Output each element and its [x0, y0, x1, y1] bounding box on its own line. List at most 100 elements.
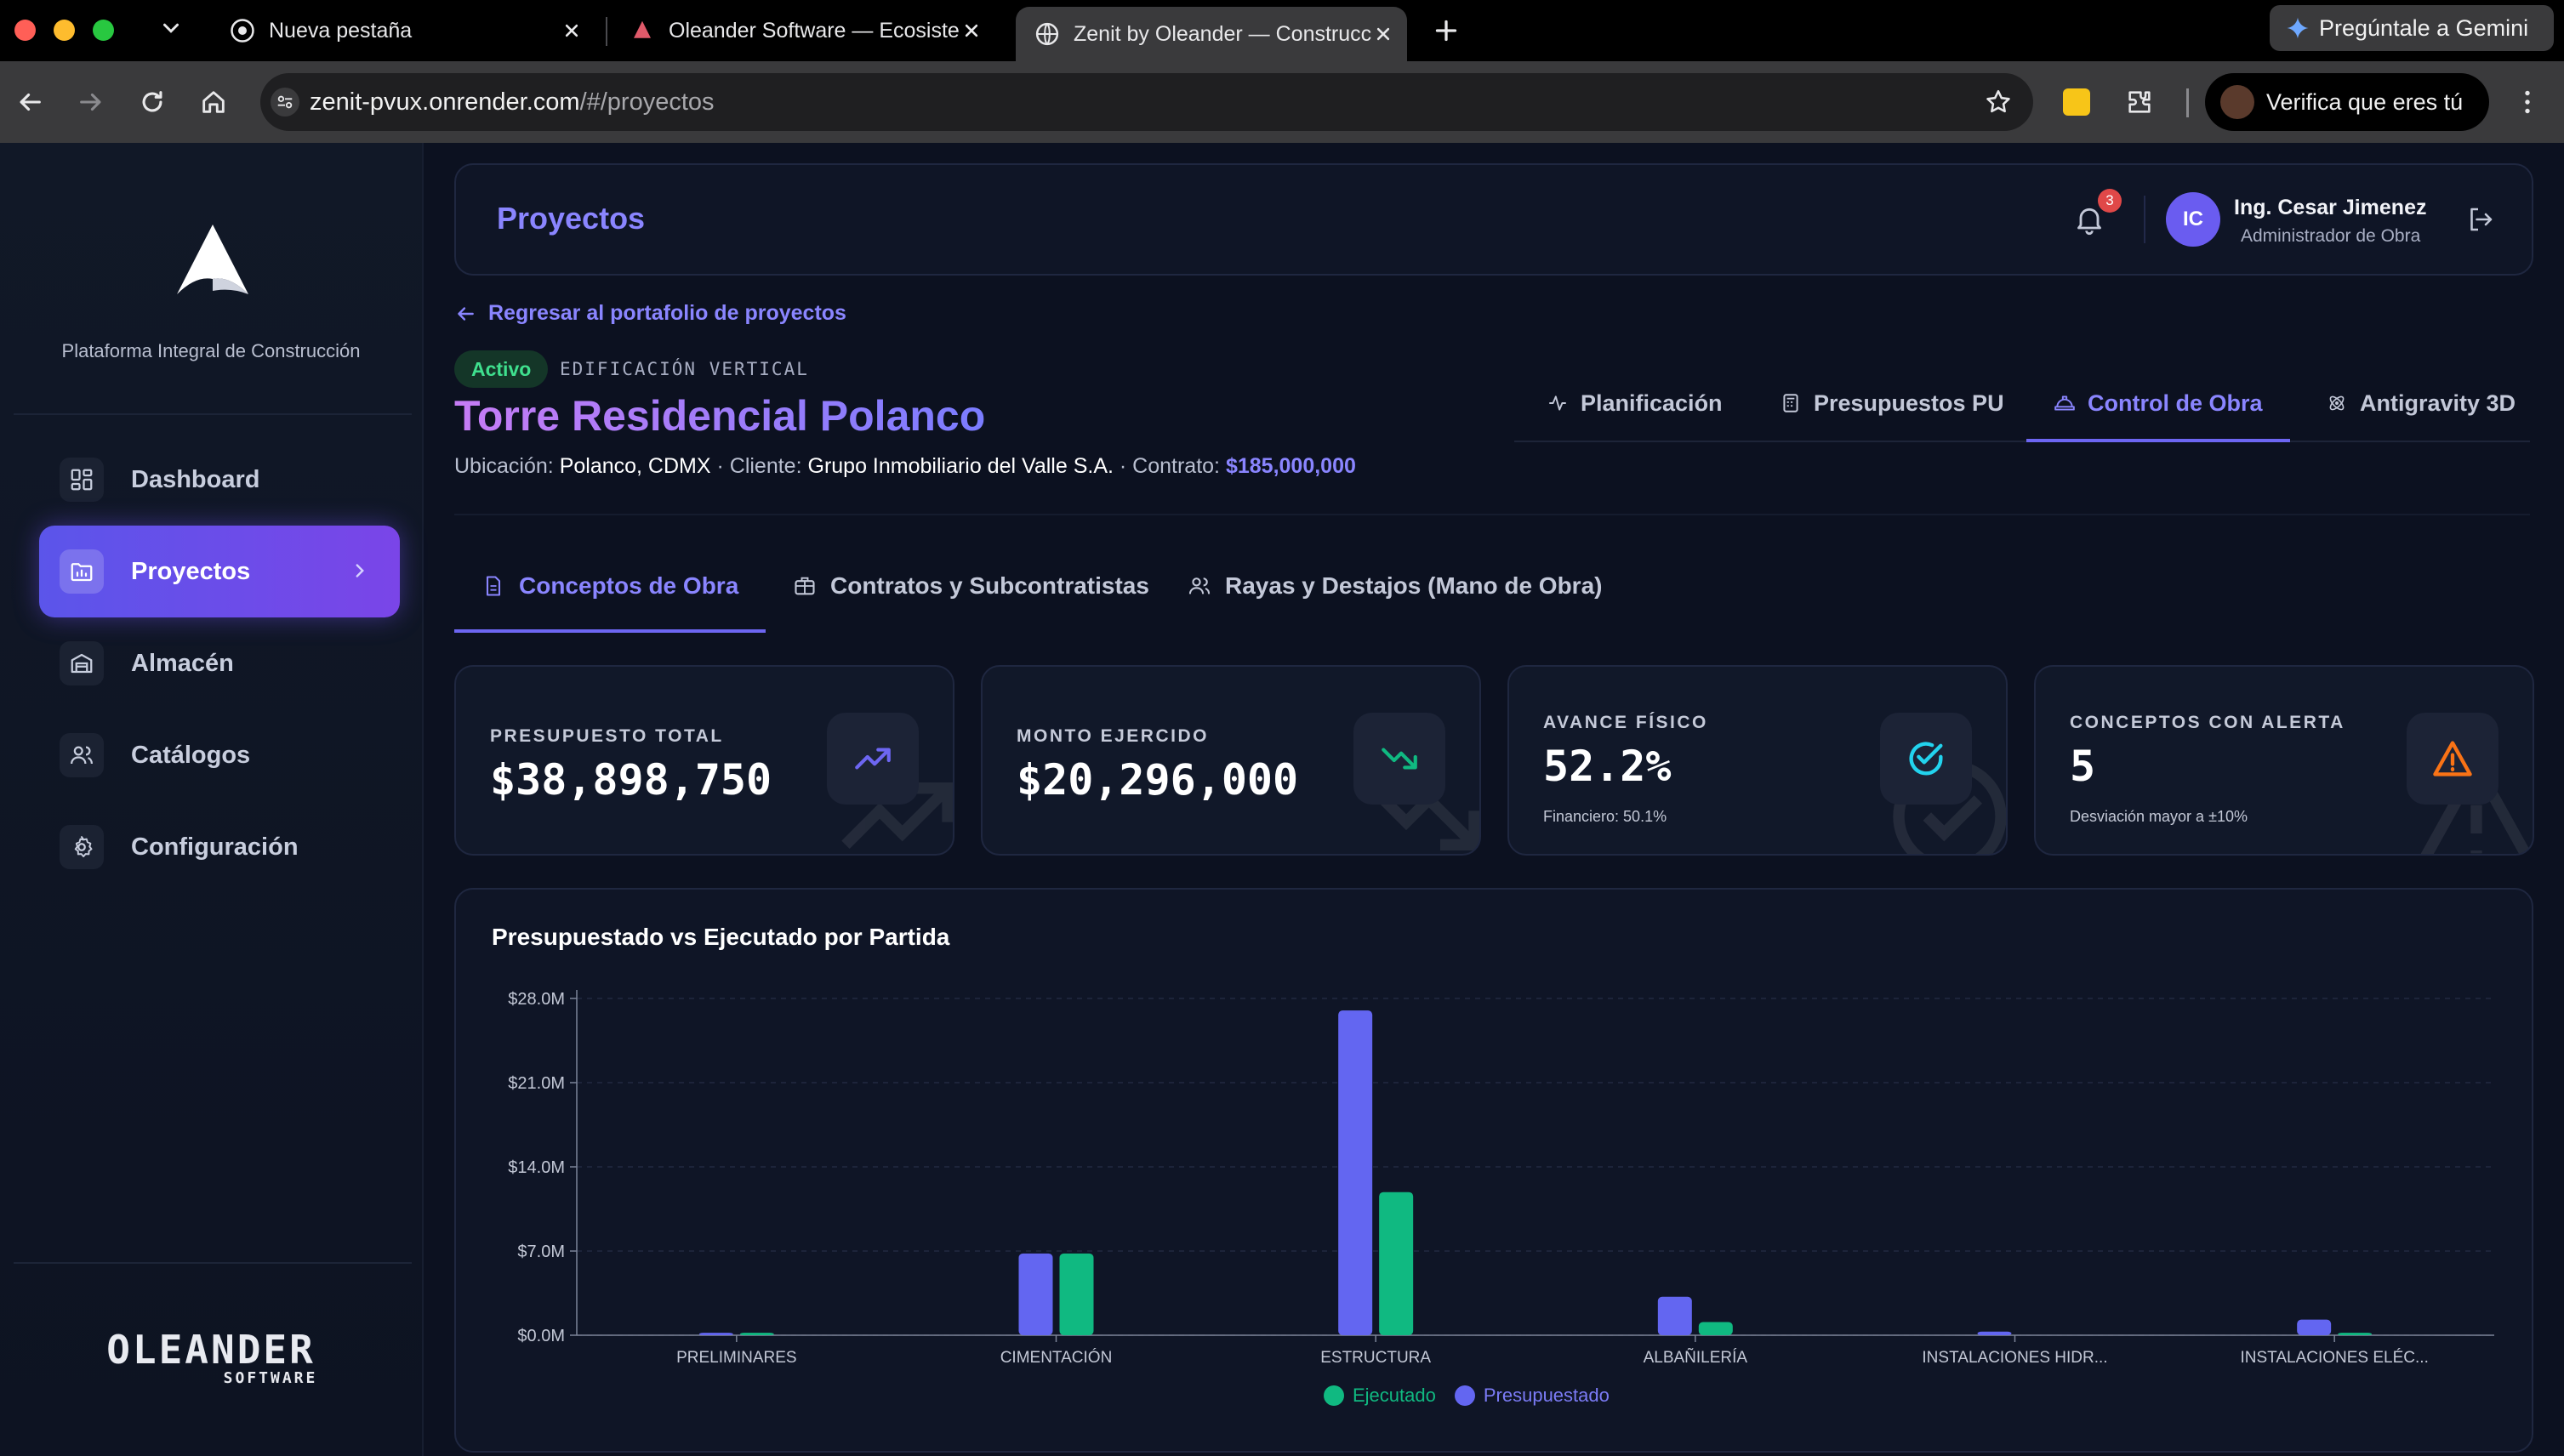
y-tick-label: $7.0M — [517, 1243, 565, 1261]
sidebar-divider — [14, 413, 412, 415]
stat-subtext: Desviación mayor a ±10% — [2070, 808, 2248, 825]
globe-icon — [1034, 21, 1060, 47]
tab-planificacion[interactable]: Planificación — [1540, 367, 1729, 439]
tab-rayas-destajos[interactable]: Rayas y Destajos (Mano de Obra) — [1181, 543, 1609, 629]
stat-value: $20,296,000 — [1017, 755, 1299, 805]
oleander-brand-logo: OLEANDER SOFTWARE — [0, 1327, 422, 1387]
tab-close-icon[interactable] — [560, 19, 584, 43]
back-to-portfolio-link[interactable]: Regresar al portafolio de proyectos — [454, 301, 846, 326]
location-label: Ubicación: — [454, 454, 554, 478]
sidebar-item-catalogos[interactable]: Catálogos — [39, 709, 400, 801]
legend-item-presupuestado[interactable]: Presupuestado — [1454, 1385, 1610, 1407]
notification-count-badge: 3 — [2098, 189, 2122, 213]
sub-tabs: Conceptos de Obra Contratos y Subcontrat… — [454, 543, 2530, 633]
app-root: Plataforma Integral de Construcción Dash… — [0, 143, 2564, 1456]
x-tick-label: CIMENTACIÓN — [1000, 1348, 1113, 1367]
brand-main: OLEANDER — [106, 1327, 316, 1373]
reload-icon[interactable] — [138, 88, 167, 117]
window-close-button[interactable] — [14, 20, 36, 41]
bar-presupuestado — [1657, 1296, 1692, 1335]
sidebar-item-dashboard[interactable]: Dashboard — [39, 434, 400, 526]
address-bar[interactable]: zenit-pvux.onrender.com/#/proyectos — [260, 73, 2033, 131]
header-divider — [2144, 196, 2145, 243]
tab-label: Contratos y Subcontratistas — [830, 572, 1149, 599]
tab-contratos-subcontratistas[interactable]: Contratos y Subcontratistas — [786, 543, 1156, 629]
client-label: · Cliente: — [716, 454, 802, 478]
briefcase-icon — [793, 574, 817, 598]
alert-triangle-watermark-icon — [2408, 748, 2533, 854]
notification-bell-icon[interactable] — [2072, 202, 2106, 236]
y-tick-label: $28.0M — [508, 990, 565, 1009]
site-settings-icon[interactable] — [271, 88, 299, 117]
extension-keep-icon[interactable] — [2063, 88, 2090, 116]
stat-value: 5 — [2070, 742, 2096, 791]
legend-swatch — [1324, 1385, 1344, 1406]
sidebar-item-configuracion[interactable]: Configuración — [39, 801, 400, 893]
legend-swatch — [1454, 1385, 1475, 1406]
back-arrow-icon[interactable] — [15, 88, 44, 117]
sidebar-item-label: Proyectos — [131, 557, 251, 585]
tab-search-chevron-down-icon[interactable] — [158, 15, 184, 41]
chrome-icon — [230, 18, 255, 43]
legend-item-ejecutado[interactable]: Ejecutado — [1324, 1385, 1436, 1407]
zenit-logo-icon — [170, 219, 255, 304]
bar-presupuestado — [1977, 1331, 2012, 1335]
trending-up-icon — [827, 713, 919, 805]
stat-card-presupuesto-total: PRESUPUESTO TOTAL $38,898,750 — [454, 665, 954, 856]
x-tick-label: INSTALACIONES HIDR... — [1922, 1349, 2107, 1367]
calculator-icon — [1780, 392, 1802, 414]
window-maximize-button[interactable] — [93, 20, 114, 41]
browser-tab-oleander[interactable]: Oleander Software — Ecosistema — [611, 7, 995, 54]
project-category: EDIFICACIÓN VERTICAL — [560, 359, 809, 379]
tab-title: Zenit by Oleander — Construcción — [1074, 21, 1371, 46]
stat-card-conceptos-alerta: CONCEPTOS CON ALERTA 5 Desviación mayor … — [2034, 665, 2534, 856]
folder-chart-icon — [60, 549, 104, 594]
tab-title: Oleander Software — Ecosistema — [669, 18, 960, 43]
sidebar-item-almacen[interactable]: Almacén — [39, 617, 400, 709]
bar-presupuestado — [2297, 1319, 2332, 1335]
x-tick-label: PRELIMINARES — [676, 1349, 796, 1367]
warehouse-icon — [60, 641, 104, 685]
tab-conceptos-de-obra[interactable]: Conceptos de Obra — [454, 543, 766, 633]
trending-down-icon — [1353, 713, 1445, 805]
contract-label: · Contrato: — [1119, 454, 1220, 478]
gemini-button[interactable]: Pregúntale a Gemini — [2270, 5, 2554, 51]
tab-close-icon[interactable] — [1371, 22, 1395, 46]
browser-tab-new[interactable]: Nueva pestaña — [211, 7, 595, 54]
profile-avatar-icon — [2220, 85, 2254, 119]
bar-ejecutado — [1698, 1322, 1733, 1335]
browser-menu-icon[interactable] — [2512, 87, 2543, 117]
browser-tab-bar: Nueva pestaña Oleander Software — Ecosis… — [0, 0, 2564, 61]
logout-icon[interactable] — [2465, 204, 2496, 235]
sidebar-item-label: Configuración — [131, 833, 299, 861]
brand-sub: SOFTWARE — [223, 1369, 318, 1387]
document-icon — [481, 574, 505, 598]
tab-presupuestos-pu[interactable]: Presupuestos PU — [1773, 367, 2011, 439]
bar-ejecutado — [2338, 1333, 2373, 1335]
forward-arrow-icon[interactable] — [77, 88, 105, 117]
home-icon[interactable] — [199, 88, 228, 117]
sidebar-item-label: Catálogos — [131, 741, 251, 769]
hard-hat-icon — [2054, 392, 2076, 414]
atom-icon — [2326, 392, 2348, 414]
module-tabs: Planificación Presupuestos PU Control de… — [1514, 367, 2530, 442]
tab-close-icon[interactable] — [960, 19, 983, 43]
tab-control-de-obra[interactable]: Control de Obra — [2026, 367, 2290, 442]
bookmark-star-icon[interactable] — [1984, 88, 2013, 117]
avatar[interactable]: IC — [2166, 192, 2220, 247]
extensions-puzzle-icon[interactable] — [2125, 88, 2154, 117]
bar-presupuestado — [698, 1333, 733, 1335]
tab-antigravity-3d[interactable]: Antigravity 3D — [2319, 367, 2522, 439]
verify-profile-button[interactable]: Verifica que eres tú — [2205, 73, 2489, 131]
new-tab-plus-icon[interactable] — [1431, 15, 1461, 46]
sidebar-item-proyectos[interactable]: Proyectos — [39, 526, 400, 617]
window-minimize-button[interactable] — [54, 20, 75, 41]
section-divider — [454, 514, 2530, 515]
trending-down-watermark-icon — [1355, 748, 1479, 854]
tab-label: Antigravity 3D — [2360, 390, 2516, 416]
location-value: Polanco, CDMX — [559, 454, 711, 478]
stat-value: 52.2% — [1543, 742, 1672, 791]
alert-triangle-icon — [2407, 713, 2498, 805]
stat-label: MONTO EJERCIDO — [1017, 726, 1209, 746]
browser-tab-zenit[interactable]: Zenit by Oleander — Construcción — [1016, 7, 1407, 61]
